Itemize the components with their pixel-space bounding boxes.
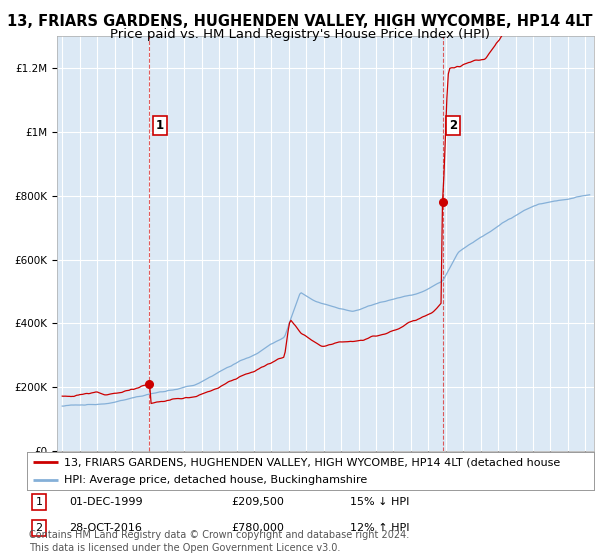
Text: Price paid vs. HM Land Registry's House Price Index (HPI): Price paid vs. HM Land Registry's House …: [110, 28, 490, 41]
Text: Contains HM Land Registry data © Crown copyright and database right 2024.
This d: Contains HM Land Registry data © Crown c…: [29, 530, 409, 553]
Text: 2: 2: [449, 119, 457, 132]
Text: £209,500: £209,500: [231, 497, 284, 507]
Text: 12% ↑ HPI: 12% ↑ HPI: [350, 523, 410, 533]
Text: 1: 1: [155, 119, 164, 132]
Text: 28-OCT-2016: 28-OCT-2016: [70, 523, 142, 533]
Text: HPI: Average price, detached house, Buckinghamshire: HPI: Average price, detached house, Buck…: [64, 475, 367, 486]
Text: 1: 1: [35, 497, 43, 507]
Text: 13, FRIARS GARDENS, HUGHENDEN VALLEY, HIGH WYCOMBE, HP14 4LT: 13, FRIARS GARDENS, HUGHENDEN VALLEY, HI…: [7, 14, 593, 29]
Text: 01-DEC-1999: 01-DEC-1999: [70, 497, 143, 507]
Text: 2: 2: [35, 523, 43, 533]
Text: 13, FRIARS GARDENS, HUGHENDEN VALLEY, HIGH WYCOMBE, HP14 4LT (detached house: 13, FRIARS GARDENS, HUGHENDEN VALLEY, HI…: [64, 457, 560, 467]
Text: 15% ↓ HPI: 15% ↓ HPI: [350, 497, 410, 507]
Text: £780,000: £780,000: [231, 523, 284, 533]
